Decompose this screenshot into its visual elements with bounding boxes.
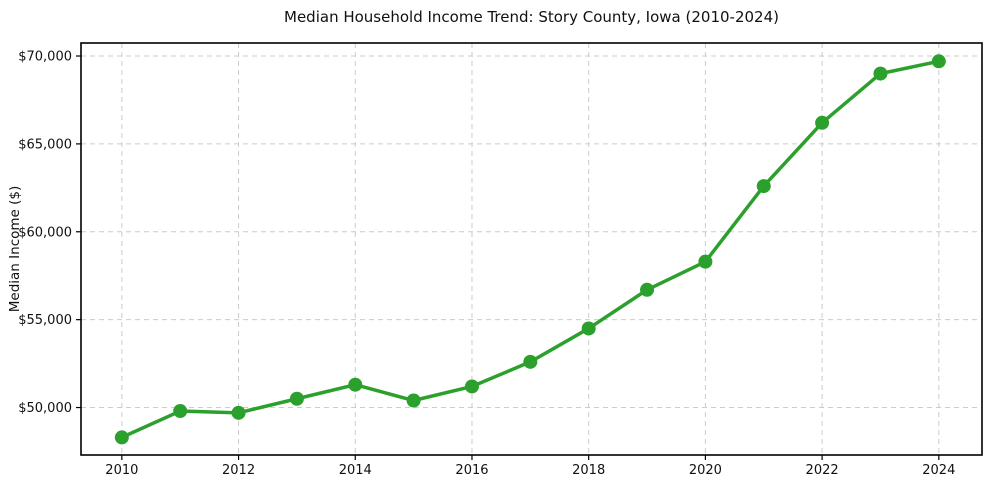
data-point — [464, 379, 479, 394]
y-tick-label: $65,000 — [18, 137, 72, 152]
x-tick-label: 2014 — [339, 463, 372, 478]
tick-marks — [76, 55, 940, 460]
data-point — [114, 430, 129, 445]
data-point — [815, 115, 830, 130]
data-point — [756, 179, 771, 194]
data-point — [231, 405, 246, 420]
x-tick-label: 2016 — [455, 463, 488, 478]
data-points — [114, 54, 946, 445]
plot-border — [80, 42, 983, 456]
chart-title: Median Household Income Trend: Story Cou… — [284, 8, 779, 26]
data-point — [173, 404, 188, 419]
data-point — [873, 66, 888, 81]
data-point — [581, 321, 596, 336]
x-tick-label: 2018 — [572, 463, 605, 478]
data-point — [698, 254, 713, 269]
y-tick-label: $70,000 — [18, 50, 72, 65]
plot-area — [81, 43, 982, 455]
data-point — [406, 393, 421, 408]
y-axis-label: Median Income ($) — [7, 186, 23, 312]
data-point — [931, 54, 946, 69]
data-point — [523, 354, 538, 369]
data-point — [289, 391, 304, 406]
x-tick-label: 2020 — [689, 463, 722, 478]
data-point — [640, 282, 655, 297]
x-tick-label: 2010 — [105, 463, 138, 478]
x-tick-label: 2012 — [222, 463, 255, 478]
y-tick-label: $55,000 — [18, 313, 72, 328]
y-tick-label: $60,000 — [18, 225, 72, 240]
data-point — [348, 377, 363, 392]
x-tick-label: 2022 — [806, 463, 839, 478]
x-tick-label: 2024 — [922, 463, 955, 478]
y-tick-label: $50,000 — [18, 401, 72, 416]
